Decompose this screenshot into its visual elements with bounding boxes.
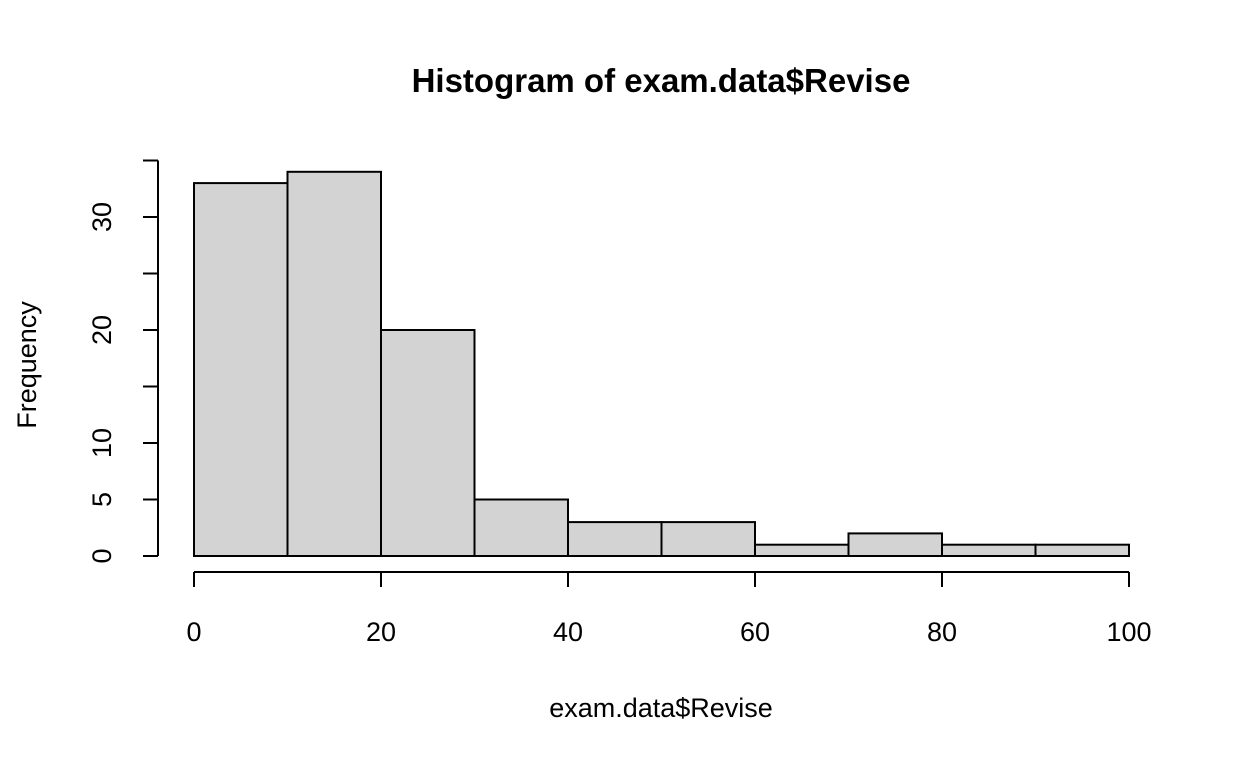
- y-axis: 0 5 10 20 30: [87, 159, 159, 564]
- y-tick-label: 0: [87, 548, 117, 563]
- y-tick-label: 30: [87, 202, 117, 232]
- histogram-bar: [193, 182, 289, 557]
- bars-group: [193, 170, 1130, 558]
- histogram-bar: [847, 532, 943, 558]
- x-tick-label: 20: [366, 617, 396, 647]
- histogram-bar: [754, 543, 850, 558]
- histogram-bar: [380, 329, 476, 557]
- x-tick-label: 60: [740, 617, 770, 647]
- y-tick-label: 20: [87, 315, 117, 345]
- histogram-bar: [941, 543, 1037, 558]
- y-tick-label: 5: [87, 492, 117, 507]
- x-tick-label: 0: [186, 617, 201, 647]
- histogram-bar: [1034, 543, 1130, 558]
- histogram-bar: [473, 498, 569, 557]
- x-tick-label: 40: [553, 617, 583, 647]
- histogram-bar: [660, 521, 756, 557]
- y-axis-label: Frequency: [12, 301, 42, 429]
- x-tick-label: 80: [927, 617, 957, 647]
- x-axis-label: exam.data$Revise: [549, 693, 773, 723]
- chart-title: Histogram of exam.data$Revise: [412, 62, 911, 99]
- x-axis: 0 20 40 60 80 100: [186, 571, 1152, 647]
- x-tick-label: 100: [1106, 617, 1151, 647]
- y-tick-label: 10: [87, 428, 117, 458]
- histogram-bar: [567, 521, 663, 557]
- histogram-bar: [286, 170, 382, 558]
